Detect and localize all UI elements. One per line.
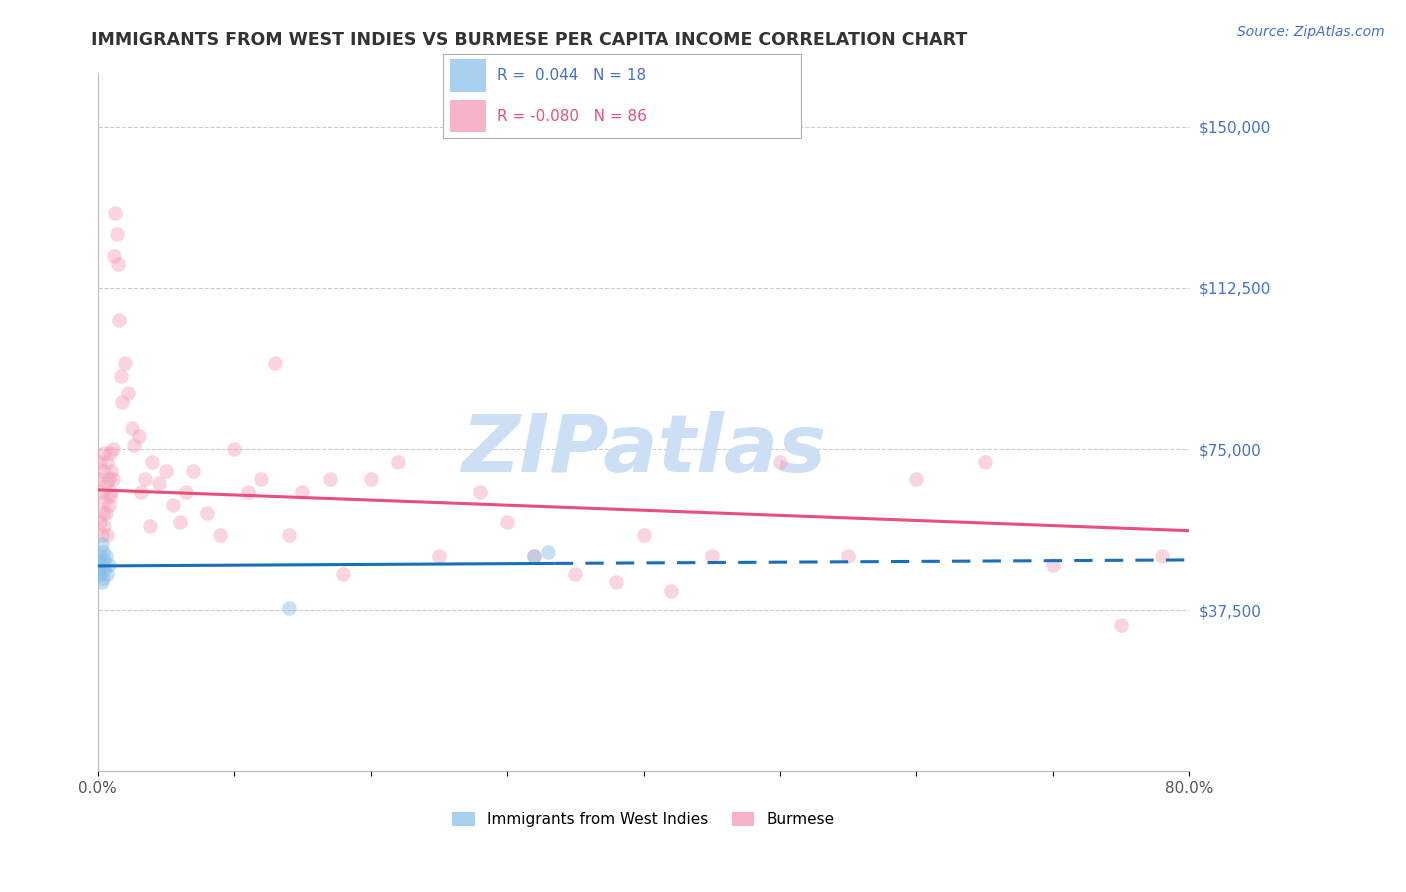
Point [91,463,114,477]
Point [291,485,314,500]
Point [973,455,995,469]
Point [277,528,299,542]
Point [236,485,259,500]
Point [101,442,124,456]
Point [97,558,120,572]
Point [121,420,143,434]
Point [87,472,110,486]
Point [101,472,124,486]
Point [93,562,115,576]
Point [93,446,115,460]
Point [90,558,112,572]
Point [89,455,111,469]
Point [90,536,112,550]
Point [93,493,115,508]
Point [110,368,132,383]
Point [117,386,139,401]
Point [837,549,859,564]
Point [111,394,134,409]
Point [633,528,655,542]
Point [131,485,153,500]
Text: IMMIGRANTS FROM WEST INDIES VS BURMESE PER CAPITA INCOME CORRELATION CHART: IMMIGRANTS FROM WEST INDIES VS BURMESE P… [91,31,967,49]
Point [148,476,170,491]
Point [96,455,118,469]
Text: ZIPatlas: ZIPatlas [461,411,825,489]
Point [91,571,114,585]
Point [659,583,682,598]
Point [224,442,246,456]
Point [128,429,150,443]
Point [700,549,723,564]
Bar [450,60,486,92]
Point [96,528,118,542]
Text: R = -0.080   N = 86: R = -0.080 N = 86 [496,109,647,124]
Point [108,313,131,327]
Point [162,498,184,512]
Text: Source: ZipAtlas.com: Source: ZipAtlas.com [1237,25,1385,39]
Point [93,554,115,568]
Point [523,549,546,564]
Legend: Immigrants from West Indies, Burmese: Immigrants from West Indies, Burmese [446,806,841,833]
Point [523,549,546,564]
Text: R =  0.044   N = 18: R = 0.044 N = 18 [496,68,645,83]
Point [94,507,117,521]
Point [209,528,232,542]
Point [98,446,121,460]
Point [91,507,114,521]
Point [564,566,586,581]
Point [103,249,125,263]
Point [89,566,111,581]
Point [155,463,177,477]
Point [468,485,491,500]
Point [97,472,120,486]
Point [96,566,118,581]
Point [90,575,112,590]
Point [93,519,115,533]
Point [100,485,122,500]
Point [169,515,191,529]
Point [91,545,114,559]
Point [277,601,299,615]
Point [181,463,204,477]
Point [264,356,287,370]
Point [427,549,450,564]
Point [769,455,792,469]
Point [104,205,127,219]
Point [1042,558,1064,572]
Point [97,498,120,512]
Point [141,455,163,469]
Point [387,455,409,469]
Point [134,472,156,486]
Bar [450,100,486,132]
Point [537,545,560,559]
Point [124,438,146,452]
Point [195,507,218,521]
Point [105,227,128,241]
Point [107,257,129,271]
Point [360,472,382,486]
Point [332,566,354,581]
Point [90,528,112,542]
Point [605,575,627,590]
Point [1109,618,1132,632]
Point [905,472,928,486]
Point [114,356,136,370]
Point [100,463,122,477]
Point [250,472,273,486]
Point [94,476,117,491]
Point [496,515,519,529]
Point [89,549,111,564]
Point [89,515,111,529]
Point [87,562,110,576]
Point [176,485,198,500]
Point [94,549,117,564]
Point [1152,549,1174,564]
Point [318,472,340,486]
Point [98,489,121,503]
Point [138,519,160,533]
Point [90,485,112,500]
